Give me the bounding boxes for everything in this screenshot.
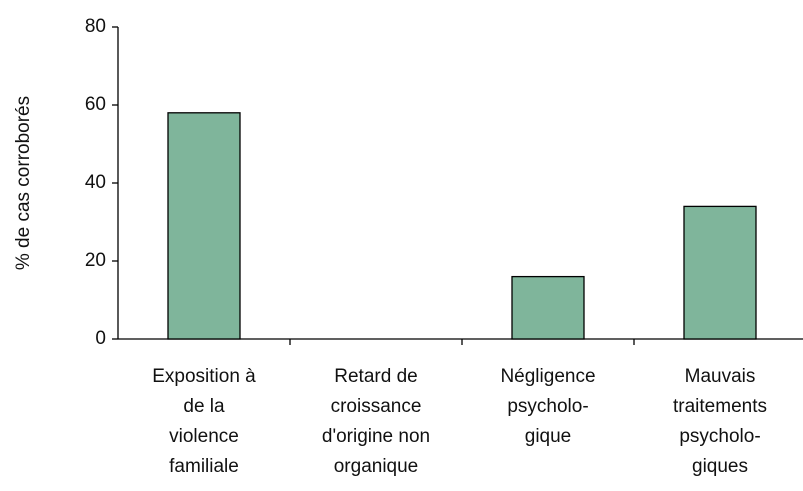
x-tick-label: Retard de croissance d'origine non organ… — [321, 366, 431, 477]
y-axis-label: % de cas corroborés — [13, 96, 34, 270]
y-tick-label: 0 — [95, 328, 106, 349]
y-tick-label: 60 — [85, 94, 106, 115]
bar — [683, 205, 757, 340]
x-tick-label: Négligence psycholo- gique — [500, 366, 596, 447]
y-tick-label: 80 — [85, 16, 106, 37]
x-tick-label: Exposition à de la violence familiale — [152, 366, 256, 477]
y-tick-label: 40 — [85, 172, 106, 193]
y-tick-label: 20 — [85, 250, 106, 271]
bar — [167, 112, 241, 340]
bar — [511, 275, 585, 340]
x-tick-label: Mauvais traitements psycholo- giques — [673, 366, 767, 477]
